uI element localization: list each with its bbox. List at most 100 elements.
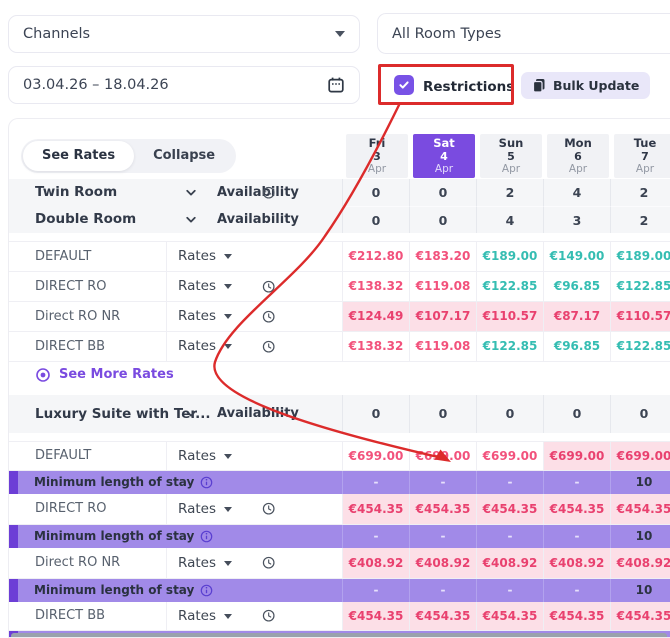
room-name[interactable]: Double Room (35, 211, 137, 227)
rate-cell[interactable]: €96.85 (543, 332, 610, 361)
availability-cell[interactable]: 0 (409, 395, 476, 433)
history-icon[interactable] (261, 339, 276, 354)
rate-plan-name[interactable]: DIRECT RO (35, 279, 107, 294)
rate-cell[interactable]: €122.85 (476, 272, 543, 301)
rate-cell[interactable]: €138.32 (342, 332, 409, 361)
restrictions-checkbox[interactable] (394, 75, 414, 95)
history-icon[interactable] (261, 555, 276, 570)
info-icon[interactable] (200, 584, 213, 597)
availability-cell[interactable]: 4 (476, 206, 543, 233)
rates-dropdown[interactable]: Rates (166, 302, 342, 331)
rate-cell[interactable]: €189.00 (610, 242, 670, 271)
availability-cell[interactable]: 0 (409, 179, 476, 206)
rates-dropdown[interactable]: Rates (166, 602, 342, 630)
rate-cell[interactable]: €408.92 (476, 548, 543, 578)
rate-cell[interactable]: €454.35 (342, 602, 409, 630)
rate-cell[interactable]: €119.08 (409, 272, 476, 301)
rate-cell[interactable]: €454.35 (610, 602, 670, 630)
history-icon[interactable] (261, 185, 276, 200)
rate-cell[interactable]: €408.92 (409, 548, 476, 578)
availability-cell[interactable]: 4 (543, 179, 610, 206)
availability-cell[interactable]: 3 (543, 206, 610, 233)
rates-dropdown[interactable]: Rates (166, 548, 342, 578)
rate-cell[interactable]: €454.35 (342, 494, 409, 524)
tab-collapse[interactable]: Collapse (153, 148, 216, 163)
rate-cell[interactable]: €408.92 (610, 548, 670, 578)
rate-cell[interactable]: €454.35 (476, 494, 543, 524)
bulk-update-button[interactable]: Bulk Update (521, 72, 651, 99)
rate-plan-name[interactable]: Direct RO NR (35, 555, 121, 570)
restriction-cell[interactable]: - (409, 471, 476, 494)
rate-cell[interactable]: €110.57 (476, 302, 543, 331)
chevron-down-icon[interactable] (185, 187, 197, 199)
availability-cell[interactable]: 2 (476, 179, 543, 206)
rate-cell[interactable]: €699.00 (476, 442, 543, 470)
rate-cell[interactable]: €138.32 (342, 272, 409, 301)
availability-cell[interactable]: 0 (610, 395, 670, 433)
rate-cell[interactable]: €149.00 (543, 242, 610, 271)
restriction-cell[interactable]: - (409, 525, 476, 548)
availability-cell[interactable]: 0 (409, 206, 476, 233)
availability-cell[interactable]: 0 (342, 206, 409, 233)
rate-cell[interactable]: €699.00 (409, 442, 476, 470)
restrictions-label[interactable]: Restrictions (423, 79, 515, 95)
horizontal-scrollbar[interactable] (11, 633, 667, 637)
day-header-fri[interactable]: Fri 3 Apr (346, 134, 408, 178)
rate-cell[interactable]: €110.57 (610, 302, 670, 331)
room-name[interactable]: Luxury Suite with Ter... (35, 406, 211, 422)
restriction-cell[interactable]: - (342, 525, 409, 548)
rate-cell[interactable]: €699.00 (610, 442, 670, 470)
availability-cell[interactable]: 0 (543, 395, 610, 433)
rate-cell[interactable]: €699.00 (543, 442, 610, 470)
rates-dropdown[interactable]: Rates (166, 442, 342, 470)
availability-cell[interactable]: 2 (610, 179, 670, 206)
availability-cell[interactable]: 0 (342, 395, 409, 433)
rate-cell[interactable]: €189.00 (476, 242, 543, 271)
restriction-cell[interactable]: 10 (610, 579, 670, 602)
restriction-cell[interactable]: - (543, 525, 610, 548)
rate-cell[interactable]: €183.20 (409, 242, 476, 271)
rate-cell[interactable]: €124.49 (342, 302, 409, 331)
rate-cell[interactable]: €122.85 (610, 272, 670, 301)
rate-cell[interactable]: €87.17 (543, 302, 610, 331)
channels-select[interactable]: Channels (8, 15, 360, 53)
history-icon[interactable] (261, 279, 276, 294)
availability-cell[interactable]: 2 (610, 206, 670, 233)
rate-cell[interactable]: €454.35 (543, 494, 610, 524)
rates-dropdown[interactable]: Rates (166, 494, 342, 524)
calendar-icon[interactable] (327, 76, 345, 94)
availability-cell[interactable]: 0 (342, 179, 409, 206)
rate-cell[interactable]: €408.92 (543, 548, 610, 578)
rate-cell[interactable]: €454.35 (610, 494, 670, 524)
rate-plan-name[interactable]: DEFAULT (35, 249, 92, 264)
day-header-sat-selected[interactable]: Sat 4 Apr (413, 134, 475, 178)
restriction-cell[interactable]: - (342, 471, 409, 494)
see-more-rates-link[interactable]: See More Rates (9, 362, 670, 388)
rate-plan-name[interactable]: DIRECT RO (35, 501, 107, 516)
restriction-cell[interactable]: - (342, 579, 409, 602)
restriction-cell[interactable]: - (476, 471, 543, 494)
history-icon[interactable] (261, 608, 276, 623)
restriction-cell[interactable]: - (543, 579, 610, 602)
rate-cell[interactable]: €454.35 (543, 602, 610, 630)
rate-plan-name[interactable]: DIRECT BB (35, 608, 106, 623)
rate-cell[interactable]: €454.35 (409, 494, 476, 524)
history-icon[interactable] (261, 309, 276, 324)
rates-dropdown[interactable]: Rates (166, 242, 342, 271)
rate-plan-name[interactable]: DEFAULT (35, 448, 92, 463)
restriction-cell[interactable]: - (476, 525, 543, 548)
restriction-cell[interactable]: - (476, 579, 543, 602)
restriction-cell[interactable]: 10 (610, 471, 670, 494)
rate-plan-name[interactable]: DIRECT BB (35, 339, 106, 354)
rate-cell[interactable]: €96.85 (543, 272, 610, 301)
rates-dropdown[interactable]: Rates (166, 272, 342, 301)
day-header-sun[interactable]: Sun 5 Apr (480, 134, 542, 178)
info-icon[interactable] (200, 476, 213, 489)
day-header-tue[interactable]: Tue 7 Apr (614, 134, 670, 178)
rate-cell[interactable]: €107.17 (409, 302, 476, 331)
room-name[interactable]: Twin Room (35, 184, 118, 200)
tab-see-rates[interactable]: See Rates (23, 141, 135, 171)
availability-cell[interactable]: 0 (476, 395, 543, 433)
rate-cell[interactable]: €454.35 (476, 602, 543, 630)
day-header-mon[interactable]: Mon 6 Apr (547, 134, 609, 178)
